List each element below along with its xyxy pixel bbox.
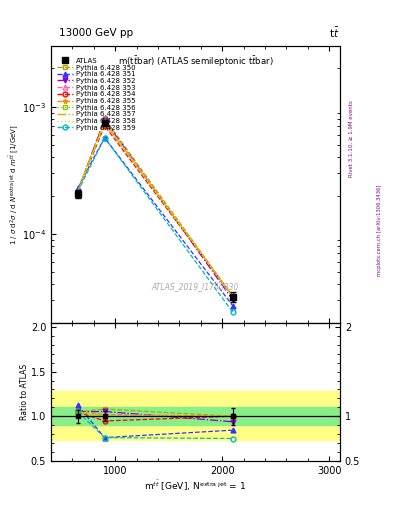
Text: m(t$\bar{t}$bar) (ATLAS semileptonic t$\bar{t}$bar): m(t$\bar{t}$bar) (ATLAS semileptonic t$\…	[118, 54, 274, 69]
X-axis label: m$^{t\bar{t}}$ [GeV], N$^{\rm extra\ jet}$ = 1: m$^{t\bar{t}}$ [GeV], N$^{\rm extra\ jet…	[144, 478, 247, 493]
Y-axis label: 1 / $\sigma$ d$^2\sigma$ / d $N^{\rm extra\ jet}$ d $m^{t\bar{t}}$ [1/GeV]: 1 / $\sigma$ d$^2\sigma$ / d $N^{\rm ext…	[7, 124, 21, 245]
Y-axis label: Ratio to ATLAS: Ratio to ATLAS	[20, 364, 29, 420]
Text: Rivet 3.1.10, ≥ 1.9M events: Rivet 3.1.10, ≥ 1.9M events	[349, 100, 354, 177]
Bar	[51, 407, 340, 425]
Text: t$\bar{t}$: t$\bar{t}$	[329, 26, 340, 40]
Text: mcplots.cern.ch [arXiv:1306.3436]: mcplots.cern.ch [arXiv:1306.3436]	[377, 185, 382, 276]
Legend: ATLAS, Pythia 6.428 350, Pythia 6.428 351, Pythia 6.428 352, Pythia 6.428 353, P: ATLAS, Pythia 6.428 350, Pythia 6.428 35…	[57, 58, 135, 131]
Text: 13000 GeV pp: 13000 GeV pp	[59, 28, 133, 38]
Bar	[51, 391, 340, 440]
Text: ATLAS_2019_I1750330: ATLAS_2019_I1750330	[152, 282, 239, 291]
